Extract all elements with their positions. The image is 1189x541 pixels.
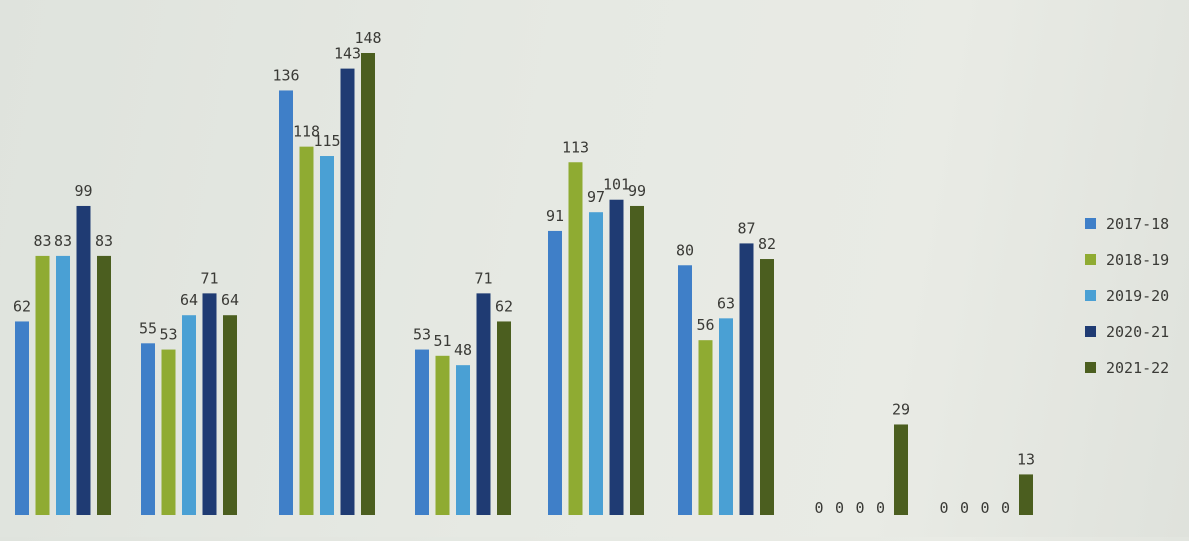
legend-swatch: [1085, 218, 1096, 229]
bar: [548, 230, 562, 515]
data-label: 113: [562, 138, 589, 156]
bar: [609, 199, 624, 515]
data-label: 136: [272, 66, 299, 84]
bar: [161, 349, 176, 515]
bar: [415, 349, 429, 515]
data-label: 48: [454, 341, 472, 359]
data-label: 97: [587, 188, 605, 206]
bar: [589, 212, 603, 515]
data-label: 80: [676, 241, 694, 259]
bar: [299, 146, 314, 515]
legend-swatch: [1085, 326, 1096, 337]
legend-swatch: [1085, 362, 1096, 373]
bar: [435, 355, 450, 515]
bar: [182, 315, 196, 515]
legend-label: 2019-20: [1106, 287, 1169, 305]
bar: [320, 156, 334, 515]
bar: [497, 321, 511, 515]
bar: [894, 424, 908, 515]
data-label: 0: [876, 499, 885, 517]
data-label: 56: [696, 316, 714, 334]
bar: [97, 255, 111, 516]
bar: [568, 162, 583, 515]
bar-group: 0 0 0 013: [939, 450, 1035, 517]
data-label: 0: [960, 499, 969, 517]
data-label: 115: [313, 132, 340, 150]
bar: [361, 53, 375, 515]
bar: [630, 205, 644, 515]
bar: [476, 293, 491, 515]
bar-group: 0 0 0 029: [814, 400, 910, 517]
legend-item: 2019-20: [1085, 287, 1169, 305]
bar: [35, 255, 50, 516]
data-label: 99: [628, 182, 646, 200]
bar: [141, 343, 155, 515]
data-label: 91: [546, 207, 564, 225]
data-label: 71: [200, 269, 218, 287]
bar: [223, 315, 237, 515]
data-label: 87: [737, 219, 755, 237]
data-label: 55: [139, 319, 157, 337]
legend: 2017-18 2018-19 2019-20 2020-21 2021-22: [1085, 215, 1169, 377]
legend-label: 2018-19: [1106, 251, 1169, 269]
legend-item: 2020-21: [1085, 323, 1169, 341]
bar: [15, 321, 29, 515]
bar: [202, 293, 217, 515]
bar: [56, 255, 70, 516]
bar: [698, 340, 713, 515]
data-label: 64: [221, 291, 239, 309]
bar: [739, 243, 754, 515]
legend-item: 2018-19: [1085, 251, 1169, 269]
data-label: 143: [334, 45, 361, 63]
data-label: 101: [603, 176, 630, 194]
legend-label: 2020-21: [1106, 323, 1169, 341]
data-label: 53: [159, 326, 177, 344]
legend-swatch: [1085, 254, 1096, 265]
data-label: 0: [939, 499, 948, 517]
data-label: 0: [835, 499, 844, 517]
legend-label: 2017-18: [1106, 215, 1169, 233]
legend-swatch: [1085, 290, 1096, 301]
bar: [760, 259, 774, 515]
data-label: 71: [474, 269, 492, 287]
data-label: 0: [980, 499, 989, 517]
bar: [456, 365, 470, 515]
legend-label: 2021-22: [1106, 359, 1169, 377]
data-label: 83: [33, 232, 51, 250]
data-label: 29: [892, 400, 910, 418]
bar: [279, 90, 293, 515]
bar: [1019, 474, 1033, 515]
data-label: 64: [180, 291, 198, 309]
legend-item: 2017-18: [1085, 215, 1169, 233]
bar: [678, 265, 692, 515]
data-label: 0: [855, 499, 864, 517]
data-label: 118: [293, 123, 320, 141]
data-label: 62: [13, 297, 31, 315]
data-label: 82: [758, 235, 776, 253]
data-label: 0: [814, 499, 823, 517]
data-label: 148: [354, 29, 381, 47]
bar: [76, 205, 91, 515]
bar: [719, 318, 733, 515]
bar: [340, 68, 355, 516]
data-label: 63: [717, 294, 735, 312]
data-label: 83: [54, 232, 72, 250]
data-label: 53: [413, 326, 431, 344]
data-label: 13: [1017, 450, 1035, 468]
data-label: 83: [95, 232, 113, 250]
data-label: 62: [495, 297, 513, 315]
legend-item: 2021-22: [1085, 359, 1169, 377]
data-label: 51: [433, 332, 451, 350]
data-label: 0: [1001, 499, 1010, 517]
data-label: 99: [74, 182, 92, 200]
